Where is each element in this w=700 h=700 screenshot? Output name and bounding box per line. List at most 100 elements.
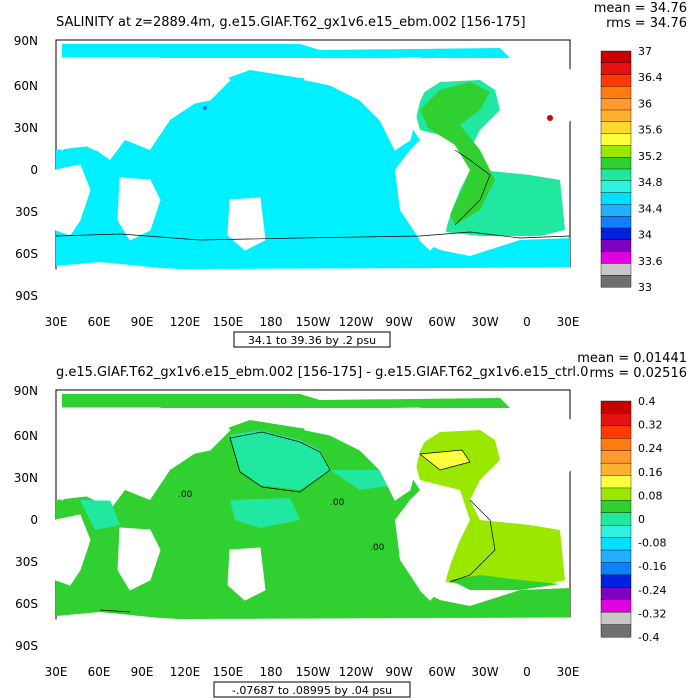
land-masses: [55, 405, 571, 649]
lat-label: 30S: [15, 555, 38, 569]
colorbar-swatch: [600, 168, 632, 182]
lon-label: 120W: [339, 315, 374, 329]
latitude-axis-labels: 90N 60N 30N 0 30S 60S 90S: [14, 384, 38, 653]
colorbar-swatch: [600, 62, 632, 76]
colorbar-swatch: [600, 192, 632, 205]
colorbar-label: -0.24: [638, 584, 666, 597]
colorbar-swatch: [600, 121, 632, 135]
colorbar-label: 34.4: [638, 202, 663, 215]
colorbar-swatch: [600, 562, 632, 576]
lon-label: 30E: [557, 315, 580, 329]
colorbar-swatch: [600, 574, 632, 588]
colorbar-swatch: [600, 263, 632, 276]
land-masses: [55, 55, 571, 299]
lat-label: 60S: [15, 247, 38, 261]
colorbar-swatch: [600, 438, 632, 452]
colorbar-label: 0.32: [638, 419, 663, 432]
colorbar-swatch: [600, 133, 632, 146]
lon-label: 0: [523, 665, 531, 679]
colorbar-swatch: [600, 227, 632, 241]
colorbar-label: 0.4: [638, 395, 656, 408]
range-box: [213, 681, 411, 698]
salinity-map-svg: SALINITY at z=2889.4m, g.e15.GIAF.T62_gx…: [14, 1, 687, 348]
colorbar-label: -0.08: [638, 537, 666, 550]
lon-label: 150W: [296, 665, 331, 679]
lat-label: 60S: [15, 597, 38, 611]
contour-label: .00: [330, 498, 345, 508]
lon-label: 120E: [170, 665, 201, 679]
contour-lines: [99, 431, 496, 613]
colorbar-swatch: [600, 599, 632, 613]
colorbar-swatch: [600, 50, 632, 64]
lon-label: 30W: [471, 315, 498, 329]
lon-label: 90E: [131, 665, 154, 679]
colorbar-swatch: [600, 537, 632, 551]
colorbar-label: 0.24: [638, 442, 663, 455]
lon-label: 60E: [88, 315, 111, 329]
lon-label: 180: [260, 665, 283, 679]
lon-label: 0: [523, 315, 531, 329]
colorbar-swatch: [600, 587, 632, 601]
salinity-difference-map-panel: g.e15.GIAF.T62_gx1v6.e15_ebm.002 [156-17…: [0, 350, 700, 700]
colorbar-swatch: [600, 475, 632, 489]
lat-label: 90N: [14, 34, 38, 48]
colorbar-swatch: [600, 156, 632, 170]
salinity-difference-map-svg: g.e15.GIAF.T62_gx1v6.e15_ebm.002 [156-17…: [14, 351, 687, 698]
colorbar-swatch: [600, 512, 632, 526]
colorbar-label: -0.32: [638, 607, 666, 620]
longitude-axis-labels: 30E 60E 90E 120E 150E 180 150W 120W 90W …: [45, 665, 580, 679]
mean-readout: mean = 0.01441: [577, 351, 687, 366]
colorbar-label: 35.6: [638, 124, 663, 137]
lon-label: 120W: [339, 665, 374, 679]
lat-label: 30S: [15, 205, 38, 219]
colorbar-label: -0.4: [638, 631, 659, 644]
colorbar-swatch: [600, 450, 632, 464]
lat-label: 30N: [14, 471, 38, 485]
lon-label: 60E: [88, 665, 111, 679]
range-box: [233, 331, 391, 348]
lon-label: 30E: [45, 315, 68, 329]
colorbar-swatch: [600, 215, 632, 229]
salinity-map-panel: SALINITY at z=2889.4m, g.e15.GIAF.T62_gx…: [14, 1, 687, 348]
colorbar-swatch: [600, 525, 632, 539]
colorbar-swatch: [600, 462, 632, 477]
colorbar-label: 36: [638, 97, 652, 110]
colorbar-swatch: [600, 180, 632, 194]
colorbar-label: 0.16: [638, 466, 663, 479]
colorbar-label: 33.6: [638, 255, 663, 268]
latitude-axis-labels: 90N 60N 30N 0 30S 60S 90S: [14, 34, 38, 303]
colorbar-swatch: [600, 413, 632, 427]
lon-label: 30W: [471, 665, 498, 679]
lon-label: 60W: [428, 315, 455, 329]
map-title: g.e15.GIAF.T62_gx1v6.e15_ebm.002 [156-17…: [56, 365, 588, 380]
colorbar-swatch: [600, 500, 632, 514]
colorbar-label: 36.4: [638, 71, 663, 84]
lat-label: 90S: [15, 289, 38, 303]
lon-label: 150E: [213, 315, 244, 329]
longitude-axis-labels: 30E 60E 90E 120E 150E 180 150W 120W 90W …: [45, 315, 580, 329]
lon-label: 180: [260, 315, 283, 329]
colorbar-label: 33: [638, 281, 652, 294]
colorbar-swatch: [600, 275, 632, 288]
colorbar: 0.4 0.32 0.24 0.16 0.08 0 -0.08 -0.16 -0.24 -0.32…: [600, 395, 666, 644]
colorbar-swatch: [600, 487, 632, 501]
ocean-field: [56, 394, 570, 622]
ocean-field: [56, 44, 570, 272]
range-label: -.07687 to .08995 by .04 psu: [232, 684, 392, 697]
lat-label: 30N: [14, 121, 38, 135]
mean-readout: mean = 34.76: [594, 1, 687, 16]
lon-label: 150E: [213, 665, 244, 679]
lon-label: 90W: [385, 315, 412, 329]
lat-label: 60N: [14, 429, 38, 443]
colorbar-swatch: [600, 611, 632, 626]
contour-lines: [55, 149, 571, 241]
colorbar-swatch: [600, 109, 632, 123]
colorbar-swatch: [600, 251, 632, 264]
lon-label: 120E: [170, 315, 201, 329]
colorbar-swatch: [600, 549, 632, 563]
map-title: SALINITY at z=2889.4m, g.e15.GIAF.T62_gx…: [56, 15, 526, 30]
lon-label: 150W: [296, 315, 331, 329]
lon-label: 30E: [45, 665, 68, 679]
colorbar-label: 35.2: [638, 150, 663, 163]
colorbar-swatch: [600, 204, 632, 217]
